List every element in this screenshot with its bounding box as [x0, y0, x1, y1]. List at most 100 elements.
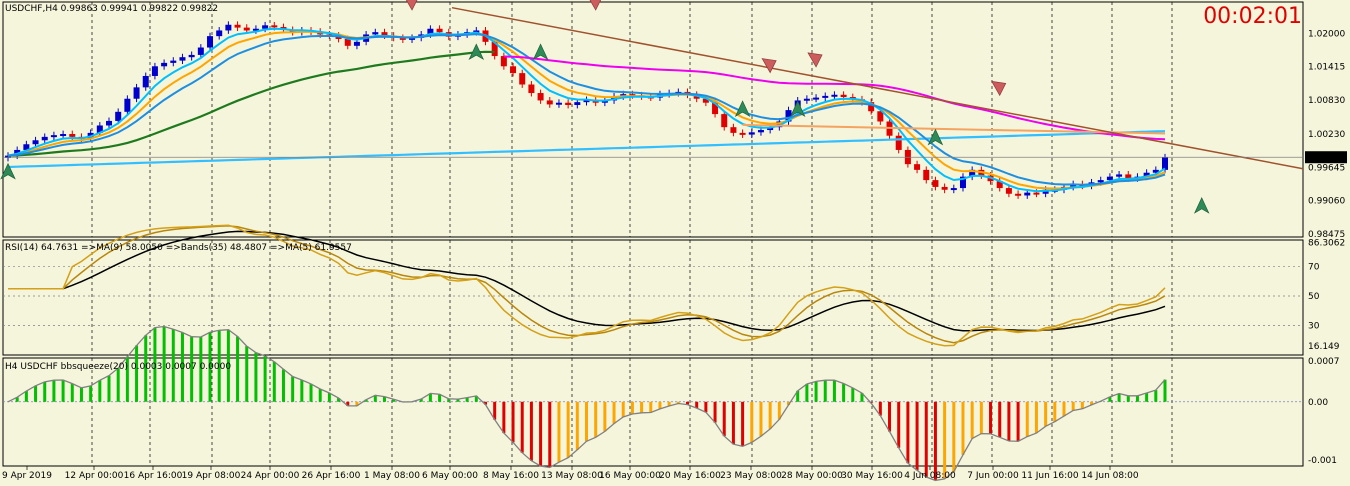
candle-body: [868, 102, 875, 112]
ma-slow-line: [7, 33, 1166, 186]
candle-body: [381, 32, 388, 36]
candle-body: [161, 62, 168, 67]
candle-body: [23, 144, 30, 150]
candle-body: [399, 37, 406, 40]
rsi-axis-label: 70: [1308, 263, 1320, 273]
candle-body: [436, 28, 443, 33]
candle-body: [941, 186, 948, 190]
candle-body: [473, 30, 480, 33]
candle-body: [409, 37, 416, 40]
candle-body: [133, 87, 140, 99]
candle-body: [124, 98, 131, 112]
buy-arrow-icon: [532, 43, 549, 61]
candle-body: [510, 66, 517, 74]
time-axis-label: 1 May 08:00: [364, 471, 420, 481]
bbsqueeze-axis-label: 0.0007: [1308, 357, 1340, 367]
time-axis-label: 30 May 16:00: [841, 471, 903, 481]
candle-body: [1116, 174, 1123, 177]
candle-body: [142, 75, 149, 88]
sell-arrow-icon: [761, 58, 777, 74]
rsi-axis-label: 16.149: [1308, 342, 1340, 352]
candle-body: [60, 134, 67, 137]
candle-body: [500, 56, 507, 67]
candle-body: [179, 57, 186, 61]
candle-body: [188, 54, 195, 58]
candle-body: [170, 60, 177, 63]
time-axis-label: 6 May 00:00: [422, 471, 478, 481]
candle-body: [528, 84, 535, 94]
candle-body: [831, 94, 838, 97]
candle-body: [1162, 157, 1168, 170]
candle-body: [702, 98, 709, 103]
candle-body: [225, 24, 232, 31]
candle-body: [785, 110, 792, 122]
sell-arrow-icon: [589, 0, 602, 11]
candle-body: [115, 111, 122, 121]
rsi-ma-line: [8, 225, 1166, 344]
candle-body: [243, 27, 250, 31]
time-axis-label: 19 Apr 08:00: [182, 471, 241, 481]
time-axis-label: 11 Jun 16:00: [1021, 471, 1078, 481]
candle-body: [372, 32, 379, 35]
countdown-clock: 00:02:01: [1203, 4, 1302, 29]
bbsqueeze-pane-title: H4 USDCHF bbsqueeze(20) 0.0003 0.0007 0.…: [5, 362, 232, 372]
candle-body: [106, 120, 113, 126]
candle-body: [840, 94, 847, 98]
candle-body: [693, 94, 700, 99]
price-axis-label: 1.00230: [1308, 130, 1345, 140]
candle-body: [69, 134, 76, 137]
price-axis-label: 1.01415: [1308, 63, 1345, 73]
rsi-line: [8, 224, 1166, 347]
rsi-pane-frame: [2, 239, 1304, 356]
time-axis-label: 28 May 00:00: [781, 471, 843, 481]
time-axis-label: 13 May 08:00: [541, 471, 603, 481]
rsi-axis-label: 30: [1308, 322, 1320, 332]
candle-body: [739, 132, 746, 135]
candle-body: [96, 125, 103, 133]
candle-body: [1033, 192, 1040, 195]
candle-body: [932, 180, 939, 187]
time-axis-label: 12 Apr 00:00: [65, 471, 124, 481]
buy-arrow-icon: [734, 100, 751, 117]
candle-body: [1152, 169, 1159, 173]
candle-body: [748, 132, 755, 135]
candle-body: [5, 155, 11, 158]
candle-body: [1143, 172, 1150, 177]
price-axis-label: 0.99645: [1308, 163, 1345, 173]
candle-body: [1015, 193, 1022, 196]
candle-body: [546, 100, 553, 105]
candle-body: [50, 135, 57, 138]
sell-arrow-icon: [405, 0, 418, 11]
candle-body: [574, 102, 581, 105]
price-axis-label: 0.98475: [1308, 230, 1345, 240]
time-axis-label: 7 Jun 00:00: [967, 471, 1019, 481]
candle-body: [1106, 176, 1113, 181]
ma-fast-line: [7, 30, 1166, 190]
trend-line: [451, 6, 1304, 170]
time-axis-label: 9 Apr 2019: [2, 471, 52, 481]
current-price-box: [1305, 151, 1347, 164]
current-price-label: 0.99822: [1308, 153, 1345, 163]
candle-body: [262, 25, 269, 29]
candle-body: [197, 47, 204, 55]
time-axis-label: 24 Apr 00:00: [241, 471, 300, 481]
candle-body: [344, 38, 351, 46]
candle-body: [32, 140, 39, 145]
buy-arrow-icon: [789, 100, 806, 117]
candle-body: [427, 28, 434, 35]
candle-body: [959, 176, 966, 189]
candle-body: [537, 93, 544, 101]
candle-body: [914, 164, 921, 170]
candle-body: [877, 111, 884, 122]
candle-body: [519, 73, 526, 85]
time-axis-label: 20 May 16:00: [659, 471, 721, 481]
candle-body: [712, 102, 719, 115]
ma-mid-line: [7, 27, 1166, 193]
candle-body: [1005, 188, 1012, 194]
rsi-pane-title: RSI(14) 64.7631 =>MA(9) 58.0050 =>Bands(…: [5, 243, 352, 253]
candle-body: [776, 121, 783, 128]
candle-body: [216, 30, 223, 37]
candle-body: [822, 95, 829, 98]
